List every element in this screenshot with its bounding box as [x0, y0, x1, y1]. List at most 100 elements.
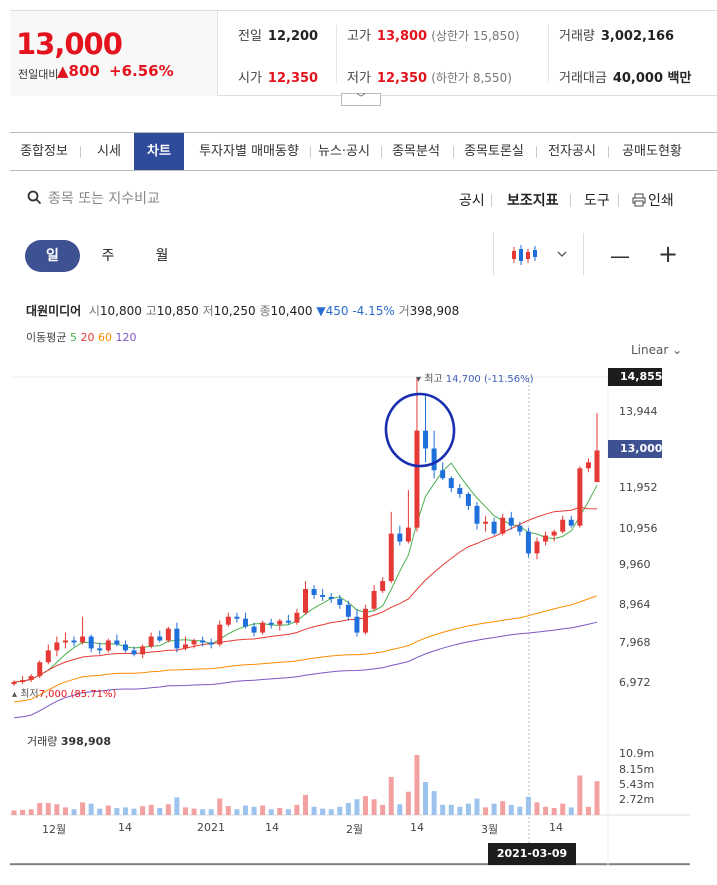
candle-body [131, 650, 137, 655]
volume-bar [500, 801, 506, 815]
x-tick: 3월 [481, 823, 499, 836]
candle-body [568, 519, 574, 526]
candle-body [71, 640, 77, 643]
print-button[interactable]: 인쇄 [632, 190, 674, 210]
chart-type-dropdown[interactable] [510, 243, 570, 271]
scale-dropdown[interactable]: Linear ⌄ [631, 343, 683, 357]
candle-body [345, 604, 351, 617]
volume-tick: 8.15m [619, 763, 655, 776]
divider [583, 233, 584, 275]
moving-average-line [13, 506, 598, 683]
volume-tick: 10.9m [619, 747, 655, 760]
volume-bar [474, 798, 480, 815]
candle-body [62, 640, 68, 643]
candle-body [225, 616, 231, 625]
candle-body [28, 676, 34, 681]
zoom-out-button[interactable]: — [610, 244, 630, 268]
volume-bar [431, 791, 437, 815]
moving-average-line [13, 595, 598, 703]
collapse-toggle-button[interactable]: ﹀ [341, 93, 381, 106]
disclosure-button[interactable]: 공시 [459, 193, 485, 209]
chevron-down-icon: ⌄ [672, 343, 683, 357]
tab-analysis[interactable]: 종목분석 [392, 144, 440, 159]
crosshair-date-label: 2021-03-09 [488, 843, 576, 865]
x-tick: 14 [410, 821, 424, 834]
tab-e-disclosure[interactable]: 전자공시 [548, 144, 596, 159]
candle-body [397, 533, 403, 542]
candle-body [191, 640, 197, 645]
volume-bar [45, 803, 51, 815]
volume-bar [165, 804, 171, 815]
x-tick: 14 [118, 821, 132, 834]
volume-bar [380, 804, 386, 815]
candle-body [294, 612, 300, 623]
divider [310, 146, 311, 158]
volume-bar [148, 804, 154, 815]
candle-body [80, 636, 86, 643]
indicators-button[interactable]: 보조지표 [507, 193, 559, 209]
divider [336, 25, 337, 83]
volume-bar [491, 803, 497, 815]
stock-ohlc-info: 대원미디어 시10,800 고10,850 저10,250 종10,400 ▼4… [26, 304, 460, 318]
tab-short-selling[interactable]: 공매도현황 [622, 144, 682, 159]
volume-bar [551, 808, 557, 815]
candle-body [594, 450, 600, 483]
price-chart[interactable] [0, 360, 717, 880]
volume-bar [122, 807, 128, 815]
tab-news[interactable]: 뉴스·공시 [318, 144, 370, 159]
divider [80, 146, 81, 158]
moving-average-legend[interactable]: 이동평균 5 20 60 120 [26, 331, 137, 344]
volume-bar [191, 808, 197, 815]
candle-body [114, 640, 120, 645]
candle-body [440, 470, 446, 479]
volume-bar [311, 806, 317, 815]
tab-quotes[interactable]: 시세 [97, 144, 121, 159]
tab-discussion[interactable]: 종목토론실 [464, 144, 524, 159]
zoom-in-button[interactable]: + [658, 240, 679, 268]
volume-bar [277, 808, 283, 815]
volume-bar [20, 809, 26, 815]
volume-bar [465, 803, 471, 815]
candlestick-icon [512, 245, 567, 265]
candle-body [320, 594, 326, 597]
tab-overview[interactable]: 종합정보 [20, 144, 68, 159]
compare-search-input[interactable]: 종목 또는 지수비교 [27, 188, 160, 208]
volume-bar [157, 808, 163, 815]
candle-body [311, 589, 317, 595]
period-week-button[interactable]: 주 [101, 248, 115, 264]
volume-bar [423, 782, 429, 815]
candle-body [448, 478, 454, 489]
volume-bar [37, 803, 43, 815]
volume-bar [62, 807, 68, 815]
divider [453, 146, 454, 158]
chevron-down-icon [557, 251, 567, 257]
candle-body [551, 531, 557, 536]
candle-body [337, 598, 343, 605]
main-tabs: 종합정보 시세 차트 투자자별 매매동향 뉴스·공시 종목분석 종목토론실 전자… [10, 132, 717, 171]
tab-investor-trading[interactable]: 투자자별 매매동향 [199, 144, 299, 159]
divider [491, 194, 492, 207]
x-tick: 2월 [346, 823, 364, 836]
candle-body [140, 646, 146, 655]
tools-button[interactable]: 도구 [584, 193, 610, 209]
candle-body [457, 488, 463, 494]
printer-icon [632, 193, 646, 207]
candle-body [474, 505, 480, 524]
volume-bar [517, 806, 523, 815]
period-day-button[interactable]: 일 [25, 240, 80, 272]
volume-bar [440, 804, 446, 815]
period-month-button[interactable]: 월 [155, 248, 169, 264]
volume-bar [268, 809, 274, 815]
candle-body [560, 519, 566, 532]
y-tick: 13,944 [619, 405, 658, 418]
volume-bar [448, 804, 454, 815]
volume-bar [242, 805, 248, 815]
candle-body [174, 628, 180, 649]
volume-bar [260, 805, 266, 815]
candle-body [20, 680, 26, 683]
tab-chart[interactable]: 차트 [134, 133, 184, 170]
volume-bar [140, 806, 146, 815]
x-tick: 14 [265, 821, 279, 834]
candle-body [182, 644, 188, 649]
volume-label: 거래량 398,908 [27, 735, 111, 748]
